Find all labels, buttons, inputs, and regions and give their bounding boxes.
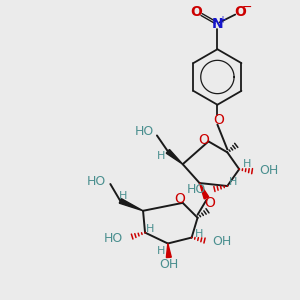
Text: HO: HO	[104, 232, 123, 245]
Text: HO: HO	[135, 125, 154, 138]
Text: H: H	[157, 246, 165, 256]
Polygon shape	[200, 183, 209, 199]
Text: O: O	[213, 112, 224, 127]
Text: O: O	[174, 192, 185, 206]
Text: O: O	[234, 4, 246, 19]
Text: H: H	[157, 151, 165, 161]
Text: −: −	[242, 1, 252, 14]
Polygon shape	[166, 149, 183, 164]
Text: H: H	[119, 191, 128, 201]
Text: H: H	[146, 224, 154, 234]
Text: H: H	[194, 229, 203, 238]
Text: O: O	[198, 134, 209, 147]
Text: H: H	[243, 159, 251, 169]
Text: O: O	[190, 4, 202, 19]
Text: OH: OH	[159, 258, 178, 271]
Text: HO: HO	[87, 175, 106, 188]
Text: N: N	[212, 17, 223, 32]
Text: H: H	[229, 177, 237, 187]
Polygon shape	[167, 244, 171, 258]
Text: HO: HO	[187, 184, 206, 196]
Polygon shape	[119, 199, 143, 211]
Text: OH: OH	[259, 164, 278, 177]
Text: OH: OH	[212, 235, 232, 248]
Text: O: O	[204, 196, 215, 210]
Text: +: +	[218, 16, 226, 26]
